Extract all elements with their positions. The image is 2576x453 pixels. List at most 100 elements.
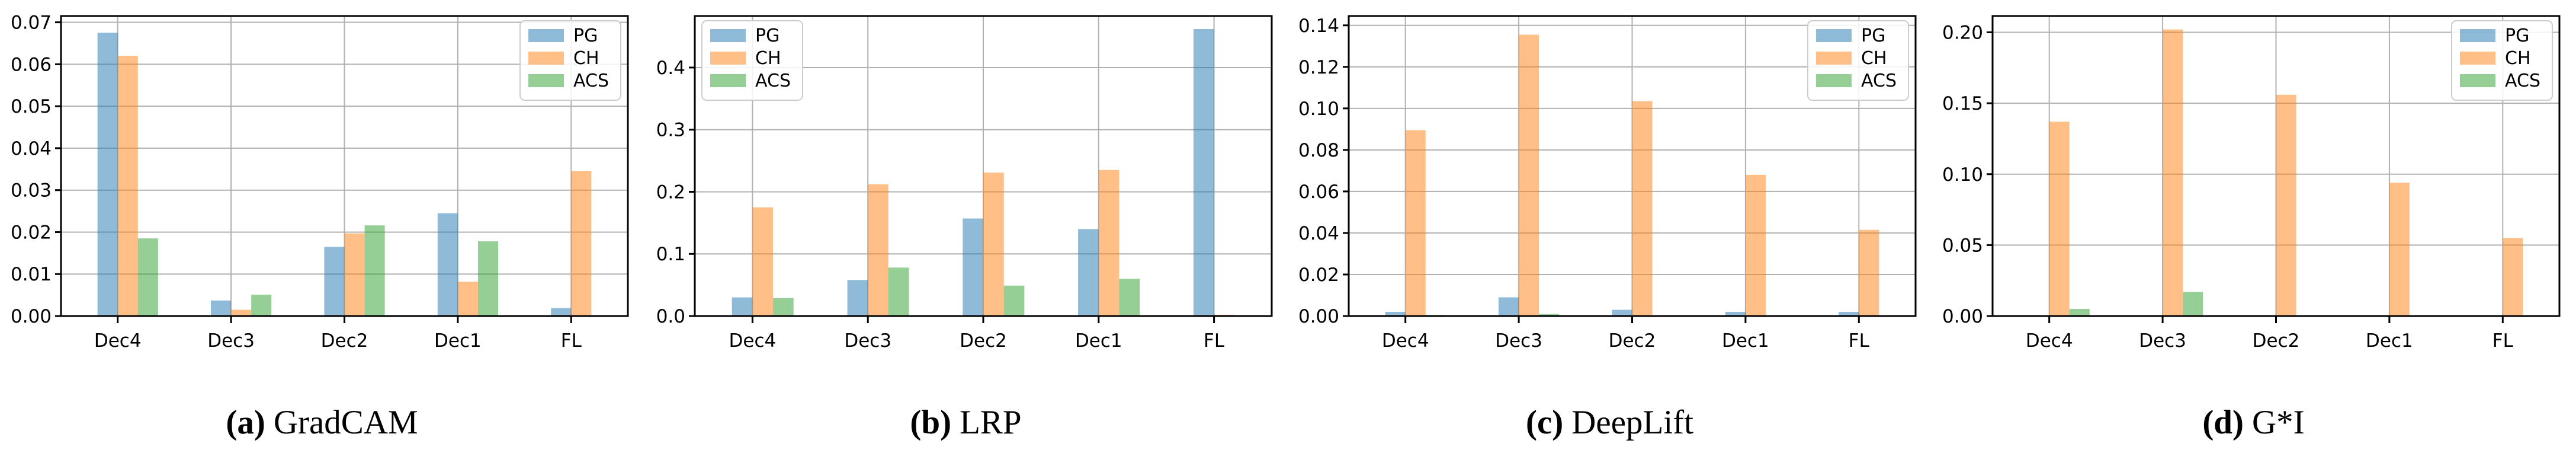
legend-label-acs: ACS [573, 71, 609, 91]
bar-acs-dec3 [251, 294, 272, 316]
x-tick-label: FL [1849, 330, 1870, 352]
bars [2049, 29, 2523, 317]
caption-deeplift: (c) DeepLift [1288, 391, 1932, 453]
bar-ch-dec2 [344, 233, 365, 316]
x-tick-label: Dec3 [2139, 330, 2186, 352]
y-tick-label: 0.10 [1942, 164, 1983, 186]
panel-d-gxi: 0.00 0.05 0.10 0.15 0.20 Dec4 Dec3 Dec2 Dec1 FL PG… [1932, 0, 2575, 453]
y-tick-label: 0.12 [1298, 57, 1339, 78]
legend-label-ch: CH [1861, 48, 1887, 69]
caption-label-gxi: G*I [2252, 403, 2305, 441]
x-tick-label: Dec3 [1495, 330, 1542, 352]
y-tick-label: 0.15 [1942, 93, 1983, 114]
y-tick-label: 0.00 [1298, 306, 1339, 327]
bar-ch-dec2 [983, 173, 1004, 316]
legend-label-pg: PG [755, 25, 779, 46]
legend-label-pg: PG [573, 25, 598, 46]
bar-acs-dec2 [1003, 285, 1025, 316]
caption-index-b: (b) [910, 403, 952, 441]
panel-c-deeplift: 0.00 0.02 0.04 0.06 0.08 0.10 0.12 0.14 Dec4 Dec3… [1288, 0, 1932, 453]
legend-label-pg: PG [2505, 25, 2529, 46]
x-tick-label: FL [2492, 330, 2514, 352]
legend-label-ch: CH [2505, 48, 2531, 69]
y-tick-label: 0.01 [11, 264, 52, 285]
bars [97, 33, 592, 317]
y-tick-label: 0.04 [11, 138, 52, 159]
y-axis: 0.00 0.01 0.02 0.03 0.04 0.05 0.06 0.07 [11, 12, 61, 327]
bar-pg-fl [551, 308, 572, 316]
y-tick-label: 0.06 [11, 54, 52, 75]
legend-label-acs: ACS [2505, 71, 2540, 91]
bar-ch-dec4 [117, 56, 138, 316]
chart-deeplift: 0.00 0.02 0.04 0.06 0.08 0.10 0.12 0.14 Dec4 Dec3… [1288, 0, 1932, 391]
y-tick-label: 0.2 [656, 181, 685, 203]
x-tick-label: Dec1 [1075, 330, 1122, 352]
legend-label-ch: CH [573, 48, 599, 69]
bar-pg-dec4 [1385, 311, 1406, 316]
y-tick-label: 0.05 [1942, 235, 1983, 256]
bar-ch-fl [2503, 238, 2523, 316]
legend-swatch-acs [1816, 74, 1852, 87]
bar-acs-dec3 [2183, 292, 2203, 316]
bar-pg-dec3 [847, 280, 868, 316]
caption-index-a: (a) [226, 403, 265, 441]
y-tick-label: 0.06 [1298, 181, 1339, 203]
x-tick-label: Dec4 [729, 330, 777, 352]
y-tick-label: 0.02 [1298, 264, 1339, 286]
bar-ch-dec2 [1632, 101, 1653, 317]
caption-label-gradcam: GradCAM [273, 403, 418, 441]
legend-swatch-ch [528, 52, 564, 65]
chart-gxi: 0.00 0.05 0.10 0.15 0.20 Dec4 Dec3 Dec2 Dec1 FL PG… [1932, 0, 2575, 391]
x-tick-label: Dec2 [2253, 330, 2300, 352]
x-axis: Dec4 Dec3 Dec2 Dec1 FL [1382, 316, 1870, 352]
bar-ch-dec3 [231, 310, 252, 316]
x-tick-label: Dec2 [1609, 330, 1656, 352]
legend-swatch-acs [528, 74, 564, 87]
bar-ch-dec1 [2389, 183, 2410, 316]
bar-acs-dec3 [1539, 314, 1560, 316]
bar-pg-dec2 [963, 218, 983, 316]
y-tick-label: 0.03 [11, 180, 52, 202]
caption-lrp: (b) LRP [644, 391, 1288, 453]
bar-pg-dec2 [1612, 310, 1632, 316]
bar-ch-dec4 [1405, 130, 1426, 316]
y-tick-label: 0.04 [1298, 223, 1339, 244]
x-tick-label: FL [561, 330, 582, 352]
bar-ch-dec4 [2049, 122, 2070, 317]
panel-a-gradcam: 0.00 0.01 0.02 0.03 0.04 0.05 0.06 0.07 Dec4 Dec3… [0, 0, 644, 453]
legend-swatch-pg [1816, 29, 1852, 42]
bar-ch-dec4 [752, 207, 774, 316]
legend-swatch-acs [710, 74, 746, 87]
chart-lrp: 0.0 0.1 0.2 0.3 0.4 Dec4 Dec3 Dec2 Dec1 FL PG CH ACS [644, 0, 1288, 391]
bar-pg-dec1 [437, 213, 458, 316]
legend-swatch-ch [710, 52, 746, 65]
y-tick-label: 0.1 [656, 244, 685, 265]
bar-ch-dec1 [1098, 170, 1119, 316]
x-tick-label: Dec2 [960, 330, 1007, 352]
bar-acs-dec4 [137, 238, 158, 316]
bar-pg-fl [1193, 29, 1214, 316]
caption-index-c: (c) [1526, 403, 1564, 441]
bar-acs-dec1 [477, 241, 499, 316]
caption-label-lrp: LRP [960, 403, 1022, 441]
legend-label-acs: ACS [755, 71, 791, 91]
y-tick-label: 0.10 [1298, 98, 1339, 120]
y-axis: 0.00 0.02 0.04 0.06 0.08 0.10 0.12 0.14 [1298, 15, 1349, 327]
bar-acs-dec1 [1119, 279, 1140, 316]
bar-ch-dec3 [1519, 34, 1539, 317]
y-axis: 0.0 0.1 0.2 0.3 0.4 [656, 58, 695, 327]
bar-pg-fl [1839, 311, 1859, 316]
y-tick-label: 0.07 [11, 12, 52, 34]
legend-swatch-ch [2460, 52, 2495, 65]
x-tick-label: FL [1204, 330, 1225, 352]
y-tick-label: 0.05 [11, 96, 52, 117]
caption-index-d: (d) [2202, 403, 2244, 441]
bar-pg-dec2 [324, 247, 345, 316]
chart-svg: 0.00 0.05 0.10 0.15 0.20 Dec4 Dec3 Dec2 Dec1 FL PG… [1942, 15, 2561, 352]
legend-swatch-pg [528, 29, 564, 42]
